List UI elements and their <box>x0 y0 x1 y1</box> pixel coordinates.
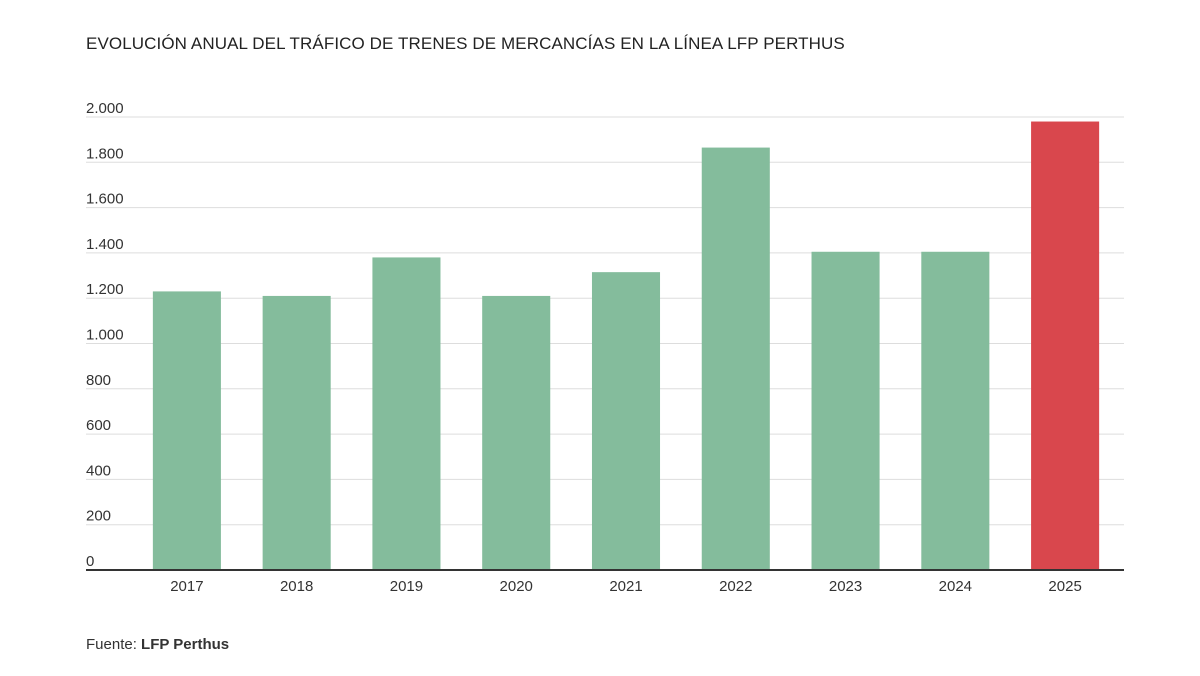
bar-2019 <box>372 257 441 570</box>
x-axis-tick-labels: 2017 2018 2019 2020 2021 2022 2023 2024 2025 <box>170 578 1082 595</box>
y-tick-label: 600 <box>86 417 111 434</box>
y-tick-label: 2.000 <box>86 100 124 117</box>
y-axis-tick-labels: 0 200 400 600 800 1.000 1.200 1.400 1.600 1.800 2.… <box>86 100 124 570</box>
x-tick-label-2022: 2022 <box>719 578 752 595</box>
y-tick-label: 800 <box>86 372 111 389</box>
x-tick-label-2019: 2019 <box>390 578 423 595</box>
bar-2025 <box>1031 121 1100 570</box>
y-tick-label: 400 <box>86 462 111 479</box>
x-tick-label-2018: 2018 <box>280 578 313 595</box>
y-tick-label: 1.400 <box>86 236 124 253</box>
source-note: Fuente: LFP Perthus <box>86 636 229 653</box>
bar-2024 <box>921 251 990 570</box>
chart-title: EVOLUCIÓN ANUAL DEL TRÁFICO DE TRENES DE… <box>86 34 845 53</box>
bar-2020 <box>482 295 551 570</box>
x-tick-label-2017: 2017 <box>170 578 203 595</box>
bar-2021 <box>591 272 661 570</box>
bars <box>152 121 1100 570</box>
x-tick-label-2023: 2023 <box>829 578 862 595</box>
y-tick-label: 1.000 <box>86 327 124 344</box>
x-tick-label-2021: 2021 <box>609 578 642 595</box>
x-tick-label-2020: 2020 <box>500 578 533 595</box>
x-tick-label-2024: 2024 <box>939 578 972 595</box>
source-label: Fuente: <box>86 636 137 653</box>
y-tick-label: 200 <box>86 508 111 525</box>
y-tick-label: 1.600 <box>86 191 124 208</box>
bar-2023 <box>811 251 880 570</box>
y-tick-label: 1.200 <box>86 281 124 298</box>
bar-2017 <box>152 291 221 570</box>
bar-2018 <box>262 295 331 570</box>
x-tick-label-2025: 2025 <box>1048 578 1081 595</box>
y-tick-label: 1.800 <box>86 145 124 162</box>
bar-2022 <box>701 147 770 570</box>
y-tick-label: 0 <box>86 553 94 570</box>
source-name: LFP Perthus <box>141 636 230 653</box>
